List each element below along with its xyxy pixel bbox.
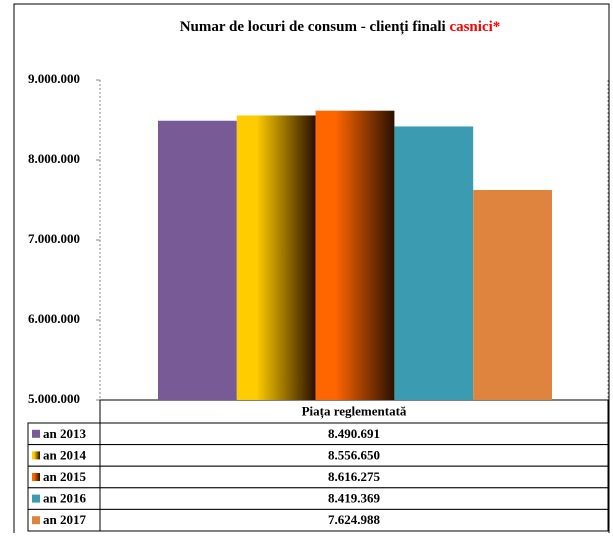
chart-title-group: Numar de locuri de consum - clienți fina… (180, 19, 501, 35)
y-tick-label: 5.000.000 (28, 391, 80, 406)
legend-label: an 2013 (43, 426, 86, 441)
chart-title-highlight: casnici* (449, 19, 500, 35)
legend-swatch (32, 451, 40, 460)
y-tick-label: 9.000.000 (28, 71, 80, 86)
legend-swatch (32, 429, 40, 438)
bar (394, 126, 474, 401)
bar (473, 190, 552, 400)
value-label: 8.556.650 (328, 447, 380, 462)
value-label: 7.624.988 (328, 512, 381, 527)
table-header: Piața reglementată (302, 403, 407, 419)
legend-swatch (32, 516, 40, 525)
legend-label: an 2017 (43, 512, 86, 527)
value-label: 8.419.369 (328, 491, 381, 506)
bar (158, 120, 237, 400)
legend-swatch (32, 473, 40, 481)
table-value-cell (99, 508, 609, 532)
bar (236, 115, 316, 400)
value-label: 8.490.691 (328, 426, 380, 441)
value-label: 8.616.275 (328, 469, 381, 484)
y-tick-label: 8.000.000 (28, 151, 80, 166)
y-tick-label: 7.000.000 (28, 231, 80, 246)
legend-swatch (32, 494, 40, 503)
legend-label: an 2014 (43, 447, 86, 462)
legend-label: an 2016 (43, 491, 86, 506)
y-tick-label: 6.000.000 (28, 311, 80, 326)
chart-title: Numar de locuri de consum - clienți fina… (180, 19, 446, 35)
bar (315, 110, 395, 400)
legend-label: an 2015 (43, 469, 86, 484)
